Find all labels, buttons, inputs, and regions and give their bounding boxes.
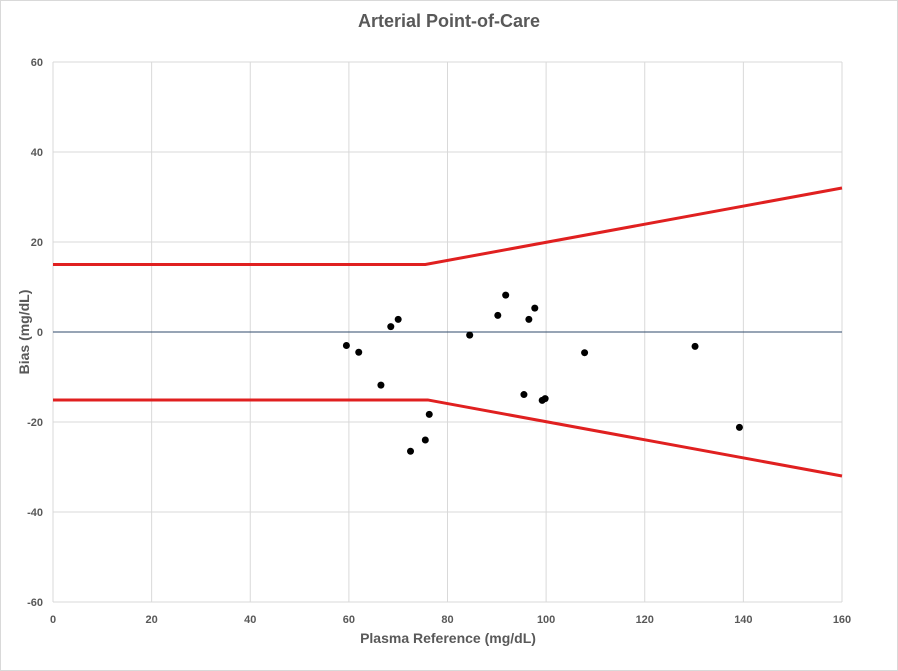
data-point [387,323,395,331]
data-point [735,423,743,431]
axes [52,62,842,602]
data-point [425,410,433,418]
data-point [494,311,502,319]
x-tick-label: 160 [833,614,851,626]
y-tick-label: 60 [31,57,43,69]
y-tick-label: 40 [31,147,43,159]
data-point [394,315,402,323]
data-point [520,391,528,399]
y-tick-label: -60 [27,597,43,609]
y-axis-title: Bias (mg/dL) [16,289,32,375]
y-tick-label: -20 [27,417,43,429]
x-axis-title: Plasma Reference (mg/dL) [360,630,536,646]
x-tick-label: 0 [50,614,56,626]
x-tick-label: 60 [343,614,355,626]
data-point [502,291,510,299]
x-tick-label: 100 [537,614,555,626]
data-point [531,304,539,312]
data-point [691,342,699,350]
data-point [421,436,429,444]
data-point [377,381,385,389]
data-point [342,342,350,349]
x-tick-label: 40 [244,614,256,626]
data-point [407,447,415,455]
data-point [581,349,589,357]
data-point [466,331,474,339]
data-point [355,348,363,356]
x-tick-label: 80 [441,614,453,626]
y-tick-label: 20 [31,237,43,249]
chart-title: Arterial Point-of-Care [357,11,541,31]
y-tick-label: -40 [27,507,43,519]
y-tick-label: 0 [37,327,43,339]
data-point [541,395,549,403]
x-tick-label: 140 [734,614,752,626]
x-tick-label: 120 [636,614,654,626]
data-point [525,315,533,323]
limit-lines [53,186,843,478]
tick-labels: 0 20 40 60 80 100 120 140 160 -60 -40 -20 0 20 40 60 [27,57,851,626]
data-points [342,291,743,455]
x-tick-label: 20 [146,614,158,626]
upper-limit-line [53,186,843,266]
lower-limit-line [53,398,843,478]
